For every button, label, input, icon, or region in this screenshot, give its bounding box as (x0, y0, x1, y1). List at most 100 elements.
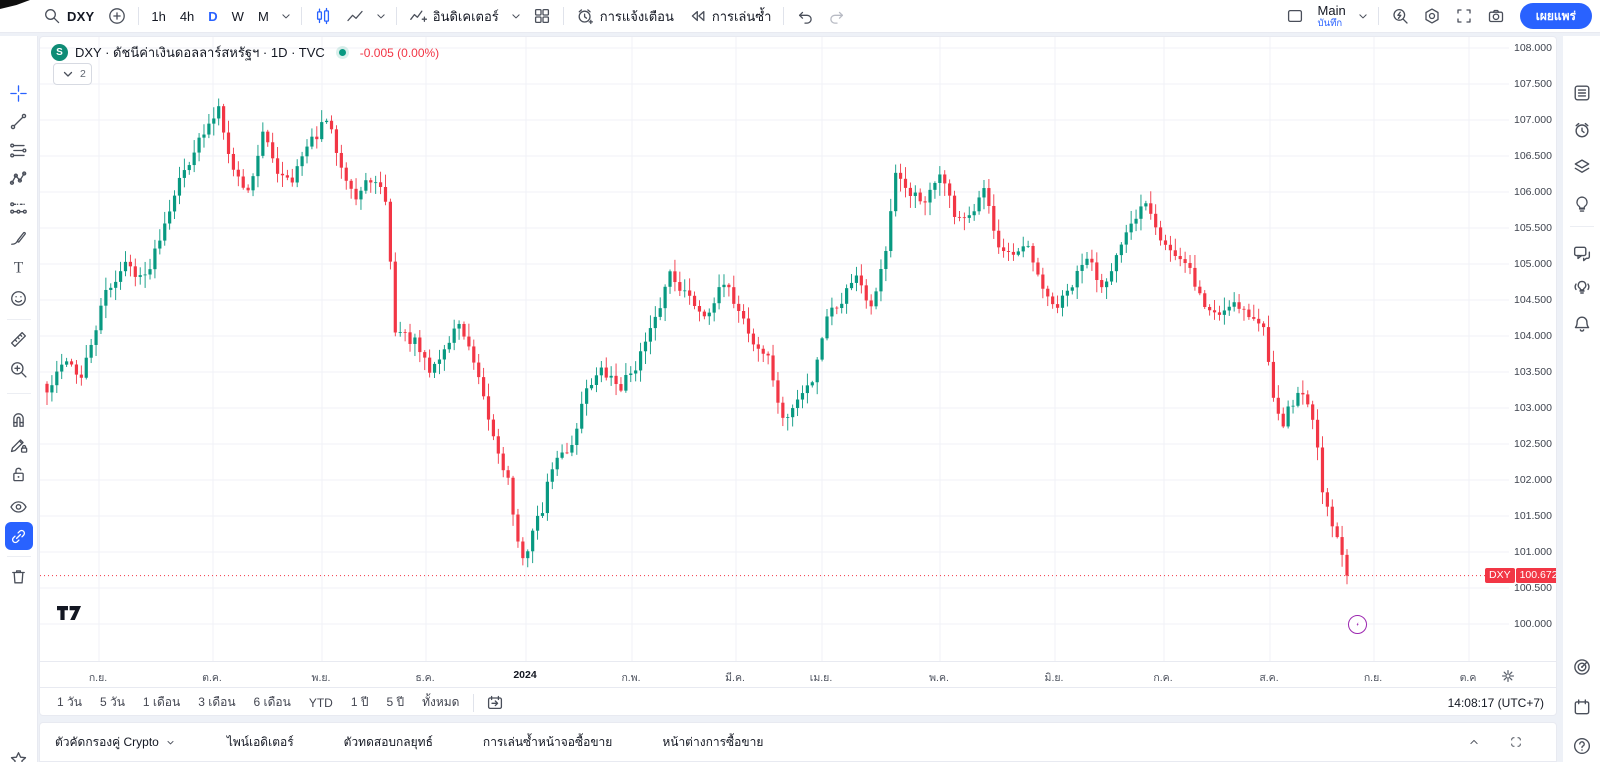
fullscreen-button[interactable] (1448, 2, 1480, 30)
timeframe-d[interactable]: D (201, 2, 224, 30)
range-button[interactable]: 5 วัน (91, 691, 134, 715)
top-toolbar: DXY 1h 4h D W M อินดิเคเตอร์ การแจ้งเตือน (0, 0, 1600, 33)
bottom-tab[interactable]: ตัวคัดกรองคู่ Crypto (49, 732, 183, 753)
boost-lightning-button[interactable] (1348, 615, 1367, 634)
restore-panel-icon (1509, 735, 1523, 749)
emoji-tool[interactable] (5, 284, 33, 312)
notifications-icon[interactable] (1568, 310, 1596, 338)
bottom-tab[interactable]: ตัวทดสอบกลยุทธ์ (338, 732, 439, 753)
candlestick-chart[interactable] (40, 37, 1509, 661)
bottom-tab[interactable]: ไพน์เอดิเตอร์ (221, 732, 300, 753)
chart-area[interactable]: S DXY · ดัชนีค่าเงินดอลลาร์สหรัฐฯ · 1D ·… (39, 36, 1557, 716)
undo-button[interactable] (789, 2, 821, 30)
range-button[interactable]: 1 ปี (342, 691, 378, 715)
ideas-icon[interactable] (1568, 190, 1596, 218)
bottom-tab[interactable]: หน้าต่างการซื้อขาย (656, 732, 769, 753)
chart-type-candles-button[interactable] (307, 2, 339, 30)
panel-restore-button[interactable] (1506, 735, 1526, 749)
layers-icon[interactable] (1568, 153, 1596, 181)
hide-all-tool[interactable] (5, 492, 33, 520)
replay-icon (688, 7, 706, 25)
forecast-tool[interactable] (5, 194, 33, 222)
chart-type-menu-button[interactable] (371, 9, 391, 23)
timeframe-w[interactable]: W (225, 2, 251, 30)
tradingview-watermark-icon (57, 606, 81, 626)
alert-button[interactable]: การแจ้งเตือน (569, 2, 681, 30)
time-tick: ธ.ค. (415, 672, 435, 684)
alert-clock-icon[interactable] (1568, 116, 1596, 144)
timeframe-group: 1h 4h D W M (144, 2, 275, 30)
timeframe-1h[interactable]: 1h (144, 2, 172, 30)
watchlist-icon[interactable] (1568, 79, 1596, 107)
range-button[interactable]: 3 เดือน (189, 691, 244, 715)
add-symbol-button[interactable] (101, 2, 133, 30)
go-to-date-button[interactable] (479, 689, 511, 716)
text-tool[interactable]: T (5, 253, 33, 281)
panel-expand-button[interactable] (1464, 735, 1484, 749)
chart-settings-button[interactable] (1416, 2, 1448, 30)
chart-type-line-button[interactable] (339, 2, 371, 30)
indicator-templates-button[interactable] (506, 9, 526, 23)
price-scale[interactable]: DXY 100.672 108.000 107.500 107.000 106.500… (1485, 37, 1556, 661)
timeframe-menu-button[interactable] (276, 9, 296, 23)
chevron-down-icon (59, 65, 77, 83)
timeframe-4h[interactable]: 4h (173, 2, 201, 30)
lock-all-tool[interactable] (5, 460, 33, 488)
screenshot-button[interactable] (1480, 2, 1512, 30)
logo-corner-icon[interactable] (0, 0, 30, 9)
price-tick: 106.000 (1514, 186, 1552, 198)
trend-line-tool[interactable] (5, 107, 33, 135)
fullscreen-icon (1455, 7, 1473, 25)
price-tick: 101.000 (1514, 546, 1552, 558)
range-button[interactable]: YTD (300, 691, 342, 715)
range-button[interactable]: ทั้งหมด (413, 691, 468, 715)
zoom-in-tool[interactable] (5, 355, 33, 383)
redo-button[interactable] (821, 2, 853, 30)
crosshair-tool[interactable] (5, 79, 33, 107)
price-tick: 104.000 (1514, 330, 1552, 342)
plus-circle-icon (108, 7, 126, 25)
range-button[interactable]: 5 ปี (377, 691, 413, 715)
sync-drawings-tool[interactable] (4, 522, 33, 550)
brush-tool[interactable] (5, 223, 33, 251)
layout-name-button[interactable]: Main บันทึก (1311, 2, 1353, 30)
range-button[interactable]: 1 เดือน (134, 691, 189, 715)
symbol-search-button[interactable]: DXY (36, 2, 101, 30)
clock-timezone[interactable]: 14:08:17 (UTC+7) (1447, 695, 1544, 710)
chat-icon[interactable] (1568, 240, 1596, 268)
bottom-tab[interactable]: การเล่นซ้ำหน้าจอซื้อขาย (477, 732, 618, 753)
time-tick: ก.ย. (88, 672, 108, 684)
publish-button[interactable]: เผยแพร่ (1519, 3, 1592, 29)
chart-legend[interactable]: S DXY · ดัชนีค่าเงินดอลลาร์สหรัฐฯ · 1D ·… (51, 42, 439, 63)
live-ideas-icon[interactable] (1568, 273, 1596, 301)
time-axis[interactable]: ก.ย. ต.ค. พ.ย. ธ.ค. 2024 ก.พ. มี.ค. เม.ย. พ.ค. มิ… (40, 661, 1556, 687)
favorites-star-tool[interactable] (5, 745, 33, 762)
fib-retracement-tool[interactable] (5, 136, 33, 164)
ruler-tool[interactable] (5, 325, 33, 353)
bottom-tabs: ตัวคัดกรองคู่ Crypto ไพน์เอดิเตอร์ ตัวทดสอ… (40, 723, 1556, 761)
remove-all-tool[interactable] (5, 562, 33, 590)
source-logo: S (51, 44, 68, 61)
replay-button[interactable]: การเล่นซ้ำ (681, 2, 779, 30)
multichart-layout-button[interactable] (526, 2, 558, 30)
target-icon[interactable] (1568, 653, 1596, 681)
calendar-icon[interactable] (1568, 693, 1596, 721)
xabcd-pattern-tool[interactable] (5, 164, 33, 192)
price-tick: 103.000 (1514, 402, 1552, 414)
range-button[interactable]: 6 เดือน (245, 691, 300, 715)
range-button[interactable]: 1 วัน (48, 691, 91, 715)
alarm-clock-icon (576, 7, 594, 25)
price-tick: 105.000 (1514, 258, 1552, 270)
layout-select-button[interactable] (1279, 2, 1311, 30)
magnet-tool[interactable] (5, 405, 33, 433)
edit-lock-tool[interactable] (5, 430, 33, 458)
timeframe-m[interactable]: M (251, 2, 276, 30)
layout-menu-button[interactable] (1353, 9, 1373, 23)
help-icon[interactable] (1568, 732, 1596, 760)
legend-collapse-button[interactable]: 2 (53, 63, 92, 85)
quick-search-button[interactable] (1384, 2, 1416, 30)
price-tick: 105.500 (1514, 222, 1552, 234)
axis-settings-gear-icon[interactable] (1499, 667, 1517, 685)
indicators-button[interactable]: อินดิเคเตอร์ (402, 2, 506, 30)
chevron-down-icon (1356, 9, 1370, 23)
